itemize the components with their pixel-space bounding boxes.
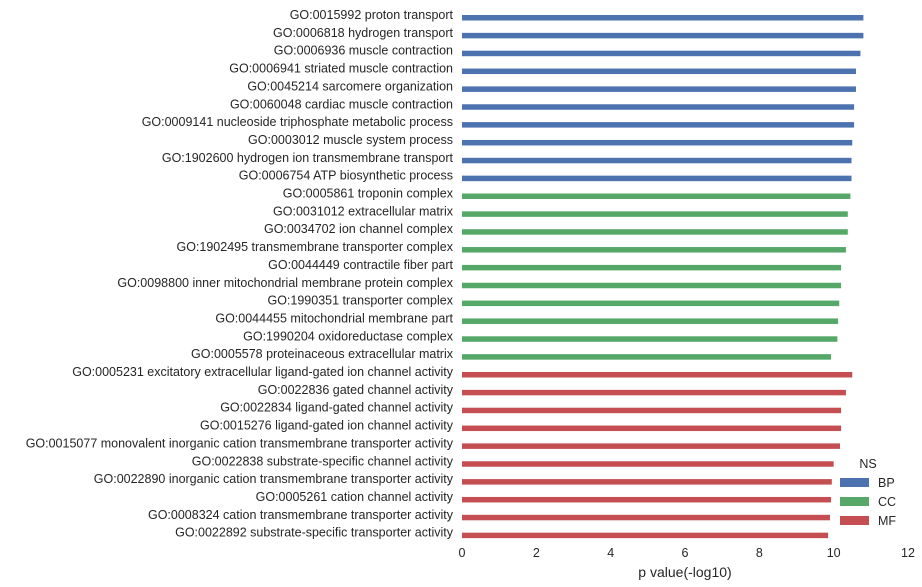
bar <box>462 336 838 342</box>
bar <box>462 32 864 39</box>
bar <box>462 461 834 467</box>
legend-label: CC <box>878 495 896 509</box>
category-labels: GO:0015992 proton transport GO:0006818 hy… <box>26 8 454 540</box>
bar <box>462 193 851 199</box>
bar <box>462 425 842 432</box>
x-axis-ticks: 0 2 4 6 8 10 12 <box>459 546 915 560</box>
legend-label: BP <box>878 476 895 490</box>
category-label: GO:0022838 substrate-specific channel ac… <box>192 454 454 468</box>
bar <box>462 514 830 521</box>
x-tick-label: 2 <box>533 546 540 560</box>
legend-title: NS <box>859 457 876 471</box>
category-label: GO:0006818 hydrogen transport <box>273 26 454 40</box>
category-label: GO:0006936 muscle contraction <box>274 44 453 58</box>
category-label: GO:0044455 mitochondrial membrane part <box>215 311 453 325</box>
category-label: GO:0034702 ion channel complex <box>264 222 454 236</box>
category-label: GO:1990351 transporter complex <box>267 294 453 308</box>
bar <box>462 496 832 503</box>
legend-swatch <box>840 516 869 525</box>
legend-swatch <box>840 497 869 506</box>
category-label: GO:0015992 proton transport <box>290 8 454 22</box>
category-label: GO:0022892 substrate-specific transporte… <box>175 526 454 540</box>
bar <box>462 372 853 378</box>
category-label: GO:0022836 gated channel activity <box>258 383 454 397</box>
x-axis-title: p value(-log10) <box>638 564 731 580</box>
category-label: GO:0005261 cation channel activity <box>256 490 454 504</box>
category-label: GO:0060048 cardiac muscle contraction <box>230 97 453 111</box>
category-label: GO:0005861 troponin complex <box>283 187 454 201</box>
category-label: GO:0005231 excitatory extracellular liga… <box>72 365 454 379</box>
bar <box>462 264 842 271</box>
x-tick-label: 12 <box>901 546 915 560</box>
bar <box>462 389 846 396</box>
category-label: GO:0044449 contractile fiber part <box>268 258 453 272</box>
bar <box>462 175 852 182</box>
x-tick-label: 6 <box>682 546 689 560</box>
bar <box>462 407 842 414</box>
x-tick-label: 8 <box>756 546 763 560</box>
bar <box>462 86 856 92</box>
category-label: GO:0006941 striated muscle contraction <box>229 62 453 76</box>
category-label: GO:0098800 inner mitochondrial membrane … <box>117 276 453 290</box>
bar <box>462 122 855 128</box>
bar <box>462 318 839 324</box>
bar <box>462 354 832 360</box>
category-label: GO:1902495 transmembrane transporter com… <box>176 240 453 254</box>
category-label: GO:0005578 proteinaceous extracellular m… <box>191 347 454 361</box>
category-label: GO:0008324 cation transmembrane transpor… <box>148 508 454 522</box>
x-tick-label: 10 <box>827 546 841 560</box>
bar <box>462 139 853 146</box>
legend-label: MF <box>878 514 896 528</box>
bar <box>462 229 848 235</box>
category-label: GO:0022890 inorganic cation transmembran… <box>94 472 454 486</box>
legend-swatch <box>840 478 869 487</box>
category-label: GO:0031012 extracellular matrix <box>273 204 454 218</box>
bar <box>462 68 856 75</box>
category-label: GO:0022834 ligand-gated channel activity <box>220 401 454 415</box>
bars <box>462 15 864 539</box>
bar <box>462 282 842 289</box>
bar <box>462 443 840 449</box>
category-label: GO:0015276 ligand-gated ion channel acti… <box>200 419 454 433</box>
category-label: GO:0009141 nucleoside triphosphate metab… <box>142 115 453 129</box>
bar <box>462 104 855 110</box>
category-label: GO:0003012 muscle system process <box>248 133 453 147</box>
bar <box>462 157 852 164</box>
category-label: GO:1990204 oxidoreductase complex <box>243 329 454 343</box>
category-label: GO:0006754 ATP biosynthetic process <box>239 169 453 183</box>
category-label: GO:0045214 sarcomere organization <box>247 79 453 93</box>
legend: NS BP CC MF <box>840 457 896 528</box>
bar <box>462 247 846 253</box>
bar <box>462 15 864 21</box>
bar <box>462 532 829 539</box>
x-tick-label: 0 <box>459 546 466 560</box>
bar <box>462 50 861 57</box>
x-tick-label: 4 <box>607 546 614 560</box>
bar <box>462 300 840 307</box>
category-label: GO:0015077 monovalent inorganic cation t… <box>26 436 454 450</box>
bar <box>462 211 848 217</box>
bar <box>462 479 832 485</box>
category-label: GO:1902600 hydrogen ion transmembrane tr… <box>162 151 454 165</box>
